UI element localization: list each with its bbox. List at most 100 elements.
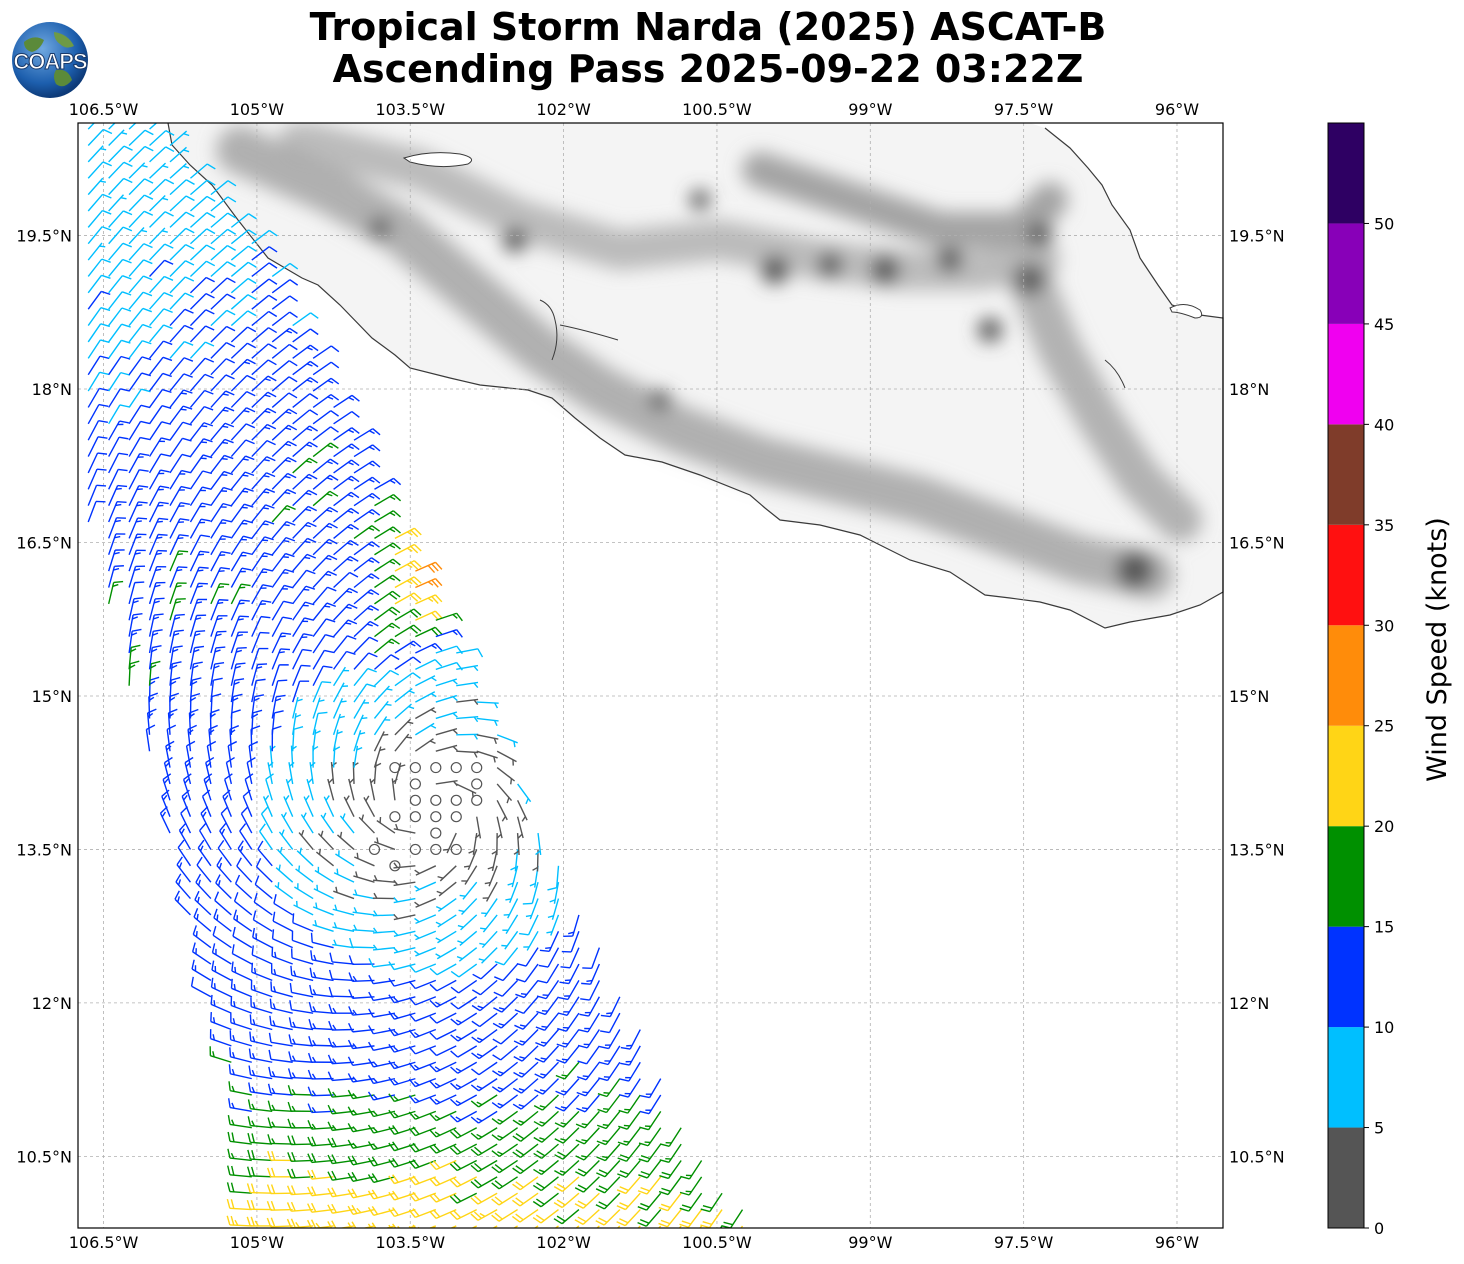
- wind-barb-80: [266, 1200, 293, 1211]
- wind-barb-306: [308, 1035, 334, 1047]
- wind-barb-700: [476, 717, 499, 727]
- colorbar-frame: [1327, 122, 1365, 1229]
- colorbar-bin-1: [1328, 1027, 1364, 1128]
- wind-barb-174: [247, 1132, 273, 1145]
- wind-barb-418: [472, 963, 498, 980]
- wind-barb-601: [285, 778, 294, 801]
- wind-barb-859: [312, 538, 338, 556]
- wind-barb-150: [227, 1148, 252, 1162]
- colorbar: 0 5 10 15 20 25 30 35 40 45 50 Wind Speed (knots): [1327, 122, 1453, 1238]
- wind-barb-253: [533, 1094, 559, 1111]
- wind-barb-611: [496, 800, 508, 822]
- wind-barb-445: [213, 908, 232, 932]
- wind-barb-411: [329, 952, 355, 965]
- wind-barb-1101: [149, 211, 174, 228]
- wind-barb-277: [597, 1078, 621, 1098]
- wind-barb-111: [388, 1190, 416, 1201]
- wind-barb-181: [388, 1141, 416, 1152]
- wind-barb-78: [226, 1198, 252, 1211]
- wind-barb-271: [470, 1078, 498, 1092]
- wind-barb-782: [394, 624, 422, 638]
- wind-barb-575: [513, 833, 520, 856]
- wind-barb-982: [148, 388, 172, 408]
- wind-barb-609: [450, 794, 462, 806]
- wind-barb-1015: [312, 361, 340, 376]
- wind-barb-974: [251, 407, 277, 425]
- wind-barb-266: [367, 1074, 396, 1085]
- wind-barb-722: [210, 661, 225, 686]
- wind-barb-1020: [169, 340, 194, 359]
- wind-barb-1098: [87, 209, 112, 228]
- wind-barb-831: [394, 576, 422, 589]
- wind-barb-820: [169, 566, 188, 588]
- wind-barb-270: [450, 1078, 478, 1091]
- wind-barb-766: [415, 642, 443, 654]
- wind-barb-828: [333, 571, 359, 589]
- wind-barb-495: [414, 897, 437, 908]
- wind-barb-366: [250, 980, 273, 998]
- wind-barb-135: [388, 1174, 416, 1185]
- wind-barb-583: [283, 795, 294, 817]
- lon-tick-label-bottom-1: 105°W: [230, 1233, 285, 1252]
- wind-barb-858: [292, 537, 317, 556]
- wind-barb-789: [210, 599, 229, 621]
- wind-barb-242: [307, 1086, 334, 1097]
- wind-barb-1089: [87, 226, 112, 245]
- wind-barb-318: [556, 1045, 580, 1064]
- wind-barb-217: [227, 1098, 252, 1113]
- wind-barb-297: [555, 1061, 580, 1080]
- wind-barb-1032: [169, 324, 194, 343]
- wind-barb-957: [189, 422, 214, 441]
- wind-barb-743: [292, 648, 312, 670]
- wind-barb-1136: [87, 123, 96, 130]
- wind-barb-1125: [190, 163, 216, 179]
- wind-barb-931: [230, 455, 255, 474]
- wind-barb-681: [456, 733, 479, 740]
- wind-barb-938: [87, 436, 108, 457]
- wind-barb-592: [474, 816, 482, 839]
- wind-barb-317: [534, 1045, 560, 1063]
- wind-barb-356: [471, 1012, 498, 1028]
- lat-tick-label-left-2: 16.5°N: [16, 533, 72, 552]
- wind-barb-1095: [210, 228, 237, 245]
- wind-barb-943: [189, 438, 213, 457]
- wind-barb-197: [267, 1117, 293, 1129]
- wind-barb-163: [491, 1159, 518, 1174]
- wind-barb-872: [271, 520, 296, 539]
- wind-barb-649: [166, 724, 177, 752]
- wind-barb-753: [148, 629, 163, 654]
- wind-barb-593: [496, 816, 503, 839]
- wind-barb-157: [367, 1156, 396, 1167]
- wind-barb-189: [554, 1143, 580, 1160]
- wind-barb-339: [556, 1029, 580, 1048]
- wind-barb-9: [399, 1257, 426, 1264]
- wind-barb-602: [306, 778, 314, 801]
- wind-barb-432: [349, 937, 375, 949]
- wind-barb-719: [148, 660, 161, 686]
- wind-barb-11: [440, 1259, 466, 1264]
- wind-barb-171: [659, 1160, 682, 1180]
- wind-barb-1001: [271, 376, 298, 392]
- wind-barb-924: [87, 452, 108, 474]
- wind-barb-462: [561, 931, 580, 953]
- wind-barb-840: [251, 552, 274, 572]
- wind-barb-172: [680, 1160, 703, 1180]
- wind-barb-320: [598, 1045, 621, 1066]
- wind-barb-475: [414, 914, 437, 925]
- wind-barb-597: [203, 773, 213, 801]
- wind-barb-626: [435, 779, 458, 787]
- wind-barb-337: [513, 1029, 539, 1046]
- wind-barb-706: [251, 678, 266, 703]
- wind-barb-565: [300, 812, 314, 834]
- wind-barb-125: [679, 1192, 703, 1212]
- wind-barb-435: [414, 947, 437, 957]
- wind-barb-32: [328, 1237, 354, 1246]
- wind-barb-1092: [149, 227, 168, 245]
- wind-barb-598: [224, 773, 233, 801]
- wind-barb-539: [547, 865, 560, 891]
- wind-barb-433: [372, 944, 395, 951]
- wind-barb-3: [277, 1251, 303, 1260]
- wind-barb-446: [233, 909, 253, 932]
- wind-barb-488: [274, 882, 294, 900]
- wind-barb-511: [353, 871, 375, 883]
